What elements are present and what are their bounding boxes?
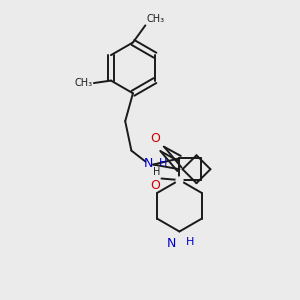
Text: O: O xyxy=(150,179,160,192)
Text: N: N xyxy=(144,157,153,169)
Text: N: N xyxy=(167,237,176,250)
Text: H: H xyxy=(153,167,160,177)
Text: CH₃: CH₃ xyxy=(147,14,165,24)
Text: O: O xyxy=(150,132,160,146)
Text: H: H xyxy=(159,158,167,168)
Text: CH₃: CH₃ xyxy=(74,78,92,88)
Text: H: H xyxy=(186,237,194,247)
